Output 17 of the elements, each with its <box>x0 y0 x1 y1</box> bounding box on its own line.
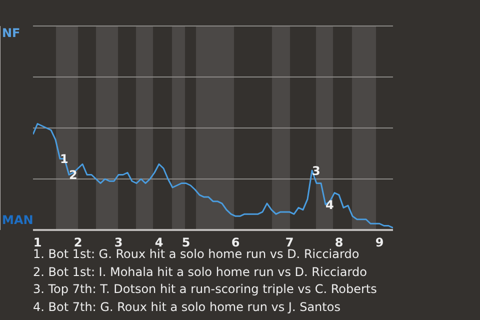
text: 1. Bot 1st: G. Roux hit a solo home run vs D. Ricciardo <box>33 247 360 263</box>
x-tick-label: 1 <box>33 236 42 250</box>
x-tick-label: 5 <box>182 236 190 250</box>
annotation: 4 <box>326 198 334 212</box>
x-tick-label: 6 <box>231 236 240 250</box>
x-tick-label: 4 <box>154 236 164 250</box>
annotation: MAN <box>2 213 34 227</box>
text: 4. Bot 7th: G. Roux hit a solo home run vs J. Santos <box>33 298 342 316</box>
x-tick-label: 2 <box>74 236 82 250</box>
x-tick-label: 3 <box>114 236 123 250</box>
annotation: 3 <box>312 164 320 178</box>
x-tick-label: 7 <box>285 236 294 250</box>
text: NF <box>2 26 20 40</box>
text: 2. Bot 1st: I. Mohala hit a solo home run vs D. Ricciardo <box>33 264 368 280</box>
text: 3. Top 7th: T. Dotson hit a run-scoring triple vs C. Roberts <box>33 281 377 298</box>
x-tick-label: 9 <box>375 236 384 250</box>
x-tick-label: 8 <box>334 236 344 250</box>
